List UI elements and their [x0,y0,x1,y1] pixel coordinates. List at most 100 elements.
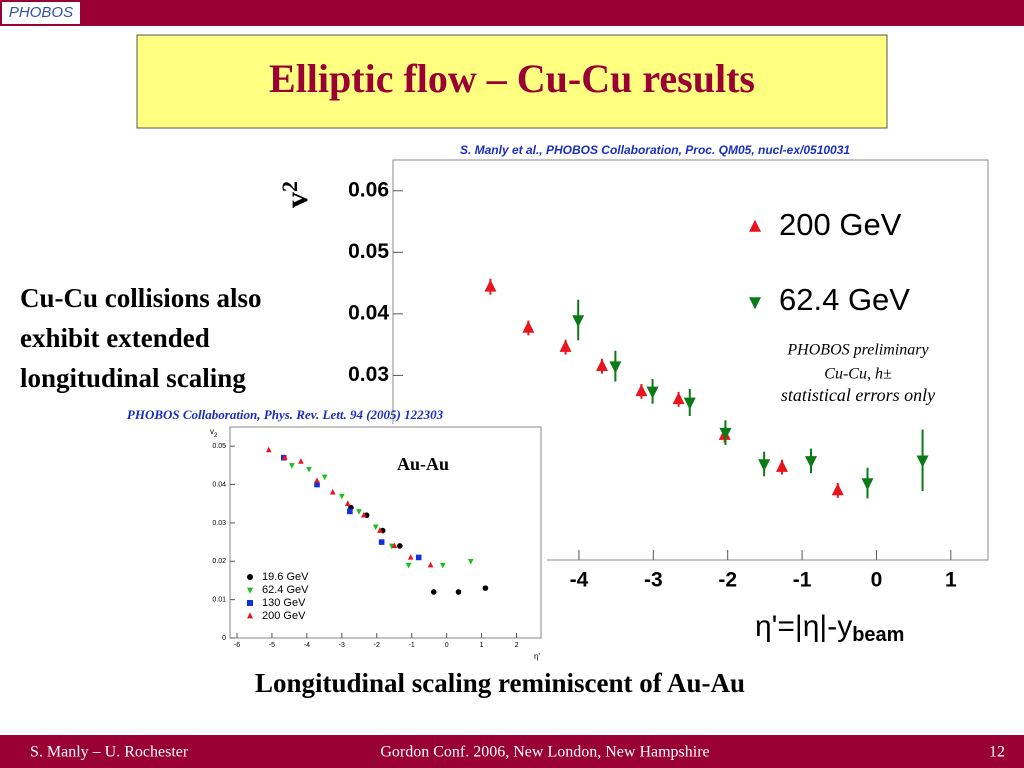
footer-center: Gordon Conf. 2006, New London, New Hamps… [380,744,709,761]
marker [289,463,295,469]
marker [397,543,403,549]
marker [430,589,437,595]
marker [916,455,929,468]
marker [861,478,874,491]
marker [609,361,622,374]
marker [306,466,312,473]
marker [314,477,320,483]
marker [482,585,489,591]
legend-label: 130 GeV [262,597,306,609]
marker [378,539,385,545]
x-tick-label: -3 [644,569,663,592]
marker [775,459,788,472]
marker [377,527,383,533]
marker [749,297,761,310]
y-tick-label: 0.01 [212,596,226,603]
side-text: Cu-Cu collisions also [20,283,262,313]
legend-label: 62.4 GeV [262,584,309,596]
x-tick-label: -1 [409,642,415,649]
y-label: v [210,427,214,436]
legend-label: 200 GeV [779,207,902,242]
conclusion: Longitudinal scaling reminiscent of Au-A… [255,668,745,698]
x-label: η'=|η|-y [755,610,852,643]
y-tick-label: 0.02 [212,558,226,565]
y-tick-label: 0.03 [212,520,226,527]
x-tick-label: 0 [871,569,883,592]
marker [455,589,462,595]
plot-frame [229,426,542,639]
marker [572,315,585,328]
annotation: Au-Au [397,454,449,474]
marker [672,392,685,405]
marker [415,554,422,561]
x-tick-label: 1 [480,642,484,649]
x-tick-label: -1 [793,569,812,592]
marker [344,500,351,506]
y-label-sub: 2 [277,181,302,192]
marker [831,483,844,496]
marker [247,612,253,619]
y-tick-label: 0.04 [212,481,226,488]
x-label-sub: beam [852,624,904,646]
x-tick-label: 2 [515,642,519,649]
footer-left: S. Manly – U. Rochester [30,744,189,761]
marker [361,511,367,518]
annotation: Cu-Cu, h± [824,366,892,383]
y-tick-label: 0.05 [212,443,226,450]
side-text: exhibit extended [20,323,210,353]
marker [559,339,572,352]
marker [356,509,362,515]
slide-title: Elliptic flow – Cu-Cu results [269,56,755,101]
marker [265,446,272,453]
y-label: v [278,192,314,208]
x-tick-label: -2 [374,642,380,649]
y-axis-label: v2 [210,427,218,438]
marker [372,524,379,531]
citation: S. Manly et al., PHOBOS Collaboration, P… [460,143,850,157]
marker [347,508,353,515]
marker [467,559,474,565]
x-tick-label: -4 [304,642,310,649]
chart-auau: 0 0.01 0.02 0.03 0.04 0.05 -6 -5 -4 -3 -2 -1 0 1 2 19.6… [212,426,542,649]
marker [749,219,761,232]
footer-bar [0,735,1024,768]
marker [758,459,771,472]
y-label-sub: 2 [214,433,218,439]
marker [440,562,446,569]
marker [407,554,414,560]
marker [595,358,608,371]
marker [804,456,817,469]
y-tick-label: 0.05 [348,240,389,263]
x-tick-label: 1 [945,569,957,592]
y-tick-label: 0 [222,635,226,642]
annotation: PHOBOS preliminary [786,342,929,359]
marker [635,384,648,397]
y-tick-label: 0.06 [348,178,389,201]
x-tick-label: -4 [570,569,589,592]
x-axis-label: η' [534,652,540,661]
marker [282,454,288,460]
marker [522,320,535,333]
marker [298,458,304,464]
y-tick-label: 0.04 [348,301,389,324]
marker [391,542,398,549]
x-tick-label: -2 [718,569,737,592]
logo-box [2,2,80,24]
marker [484,279,497,292]
title-box [136,34,888,129]
legend-label: 19.6 GeV [262,571,309,583]
marker [339,493,345,500]
marker [321,474,328,481]
legend-label: 200 GeV [262,610,306,622]
annotation: statistical errors only [781,385,935,405]
marker [646,386,659,399]
x-tick-label: -3 [339,642,345,649]
marker [388,543,395,550]
x-tick-label: -6 [234,642,240,649]
marker [247,574,253,580]
side-text: longitudinal scaling [20,363,246,393]
marker [427,561,434,568]
marker [314,481,320,488]
